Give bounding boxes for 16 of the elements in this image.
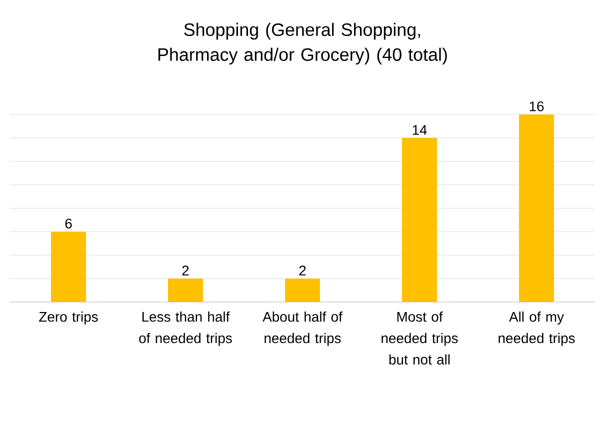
data-label: 14 [412,125,427,135]
data-label: 2 [299,266,306,276]
bar [285,278,320,302]
data-label: 16 [530,101,544,112]
x-tick-label: Most of needed trips but not all [382,312,458,365]
x-tick-label: About half of needed trips [262,312,342,346]
chart-title: Shopping (General Shopping, Pharmacy and/or Grocery) (40 total) [158,22,447,64]
data-label: 2 [182,266,189,276]
bar [51,232,86,302]
x-tick-label: All of my needed trips [498,312,575,346]
data-label: 6 [65,218,72,228]
bar [519,114,554,302]
bar [168,278,203,302]
x-tick-label: Less than half of needed trips [139,312,232,346]
x-tick-label: Zero trips [39,312,98,325]
bar [402,138,438,302]
